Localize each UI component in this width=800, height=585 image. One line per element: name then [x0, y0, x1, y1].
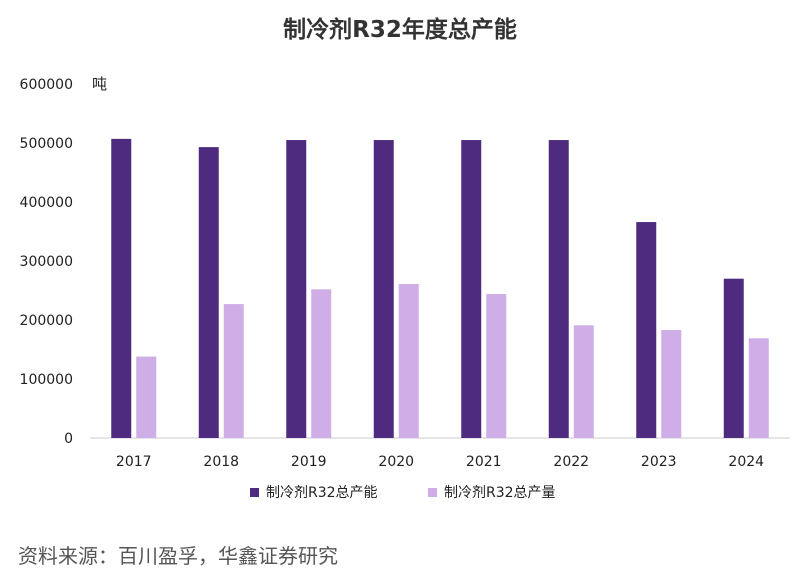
bar-capacity-2019	[286, 140, 307, 439]
bar-output-2017	[136, 356, 157, 438]
chart-title: 制冷剂R32年度总产能	[283, 17, 517, 43]
bar-output-2019	[311, 289, 332, 438]
y-tick-label: 300000	[20, 254, 73, 270]
legend-label: 制冷剂R32总产能	[266, 485, 378, 501]
x-tick-label: 2021	[466, 454, 502, 470]
bar-capacity-2021	[461, 140, 482, 439]
y-tick-label: 400000	[20, 195, 73, 211]
bar-capacity-2023	[636, 222, 657, 438]
x-tick-label: 2020	[378, 454, 414, 470]
bar-output-2020	[398, 284, 419, 438]
x-tick-label: 2018	[203, 454, 239, 470]
bar-output-2024	[748, 338, 769, 438]
bar-capacity-2017	[111, 138, 132, 438]
y-tick-label: 600000	[20, 77, 73, 93]
legend-swatch	[250, 488, 259, 497]
bar-capacity-2020	[373, 140, 394, 439]
y-axis-unit: 吨	[92, 75, 107, 93]
bar-output-2023	[661, 330, 682, 438]
legend-swatch	[428, 488, 437, 497]
source-note: 资料来源：百川盈孚，华鑫证券研究	[18, 544, 338, 568]
bar-capacity-2024	[723, 278, 744, 438]
y-tick-label: 0	[64, 431, 73, 447]
y-tick-label: 200000	[20, 313, 73, 329]
x-tick-label: 2024	[728, 454, 764, 470]
bar-output-2018	[223, 304, 244, 438]
bar-output-2022	[573, 325, 594, 438]
x-tick-label: 2019	[291, 454, 327, 470]
bar-capacity-2018	[198, 147, 219, 438]
x-tick-label: 2023	[641, 454, 677, 470]
x-tick-label: 2022	[553, 454, 589, 470]
x-tick-label: 2017	[116, 454, 152, 470]
bar-capacity-2022	[548, 140, 569, 439]
y-tick-label: 100000	[20, 372, 73, 388]
bar-output-2021	[486, 294, 507, 438]
legend-label: 制冷剂R32总产量	[444, 485, 556, 501]
y-tick-label: 500000	[20, 136, 73, 152]
